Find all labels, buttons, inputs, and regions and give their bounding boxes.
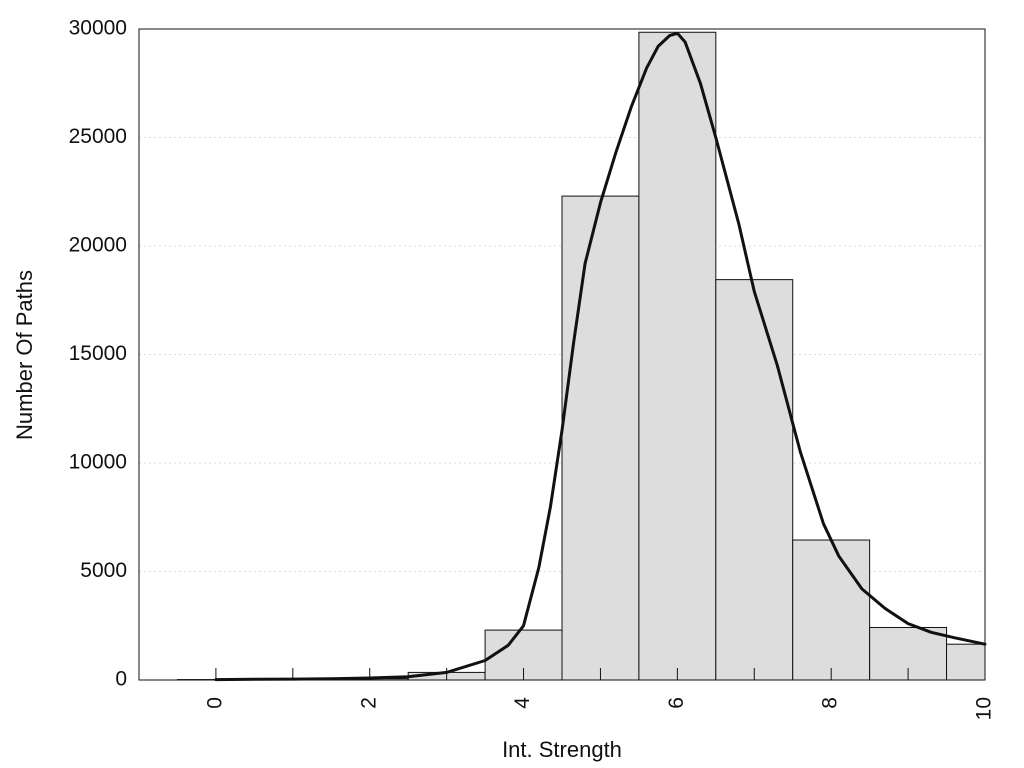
histogram-bar-8 bbox=[792, 539, 871, 681]
y-tick-label: 30000 bbox=[69, 17, 127, 40]
y-tick-label: 25000 bbox=[69, 125, 127, 148]
y-tick-label: 10000 bbox=[69, 451, 127, 474]
y-tick-label: 20000 bbox=[69, 234, 127, 257]
histogram-bar-6 bbox=[638, 31, 717, 681]
histogram-bar-10 bbox=[946, 643, 986, 681]
y-tick-label: 0 bbox=[115, 668, 127, 691]
y-tick-label: 5000 bbox=[80, 559, 127, 582]
plot-frame bbox=[138, 28, 986, 681]
y-tick-label: 15000 bbox=[69, 342, 127, 365]
histogram-bars bbox=[176, 31, 986, 681]
x-tick-label: 6 bbox=[665, 697, 688, 709]
x-tick-label: 10 bbox=[973, 697, 996, 720]
x-axis-ticks: 0 2 4 6 8 10 bbox=[203, 668, 996, 720]
x-tick-label: 4 bbox=[511, 697, 534, 709]
x-tick-label: 2 bbox=[357, 697, 380, 709]
histogram-bar-5 bbox=[561, 195, 640, 681]
y-axis-ticks: 0 5000 10000 15000 20000 25000 30000 bbox=[69, 17, 127, 691]
x-tick-label: 8 bbox=[819, 697, 842, 709]
y-axis-label: Number Of Paths bbox=[12, 270, 37, 440]
x-tick-label: 0 bbox=[203, 697, 226, 709]
histogram-bar-7 bbox=[715, 279, 794, 681]
x-axis-label: Int. Strength bbox=[502, 737, 622, 762]
